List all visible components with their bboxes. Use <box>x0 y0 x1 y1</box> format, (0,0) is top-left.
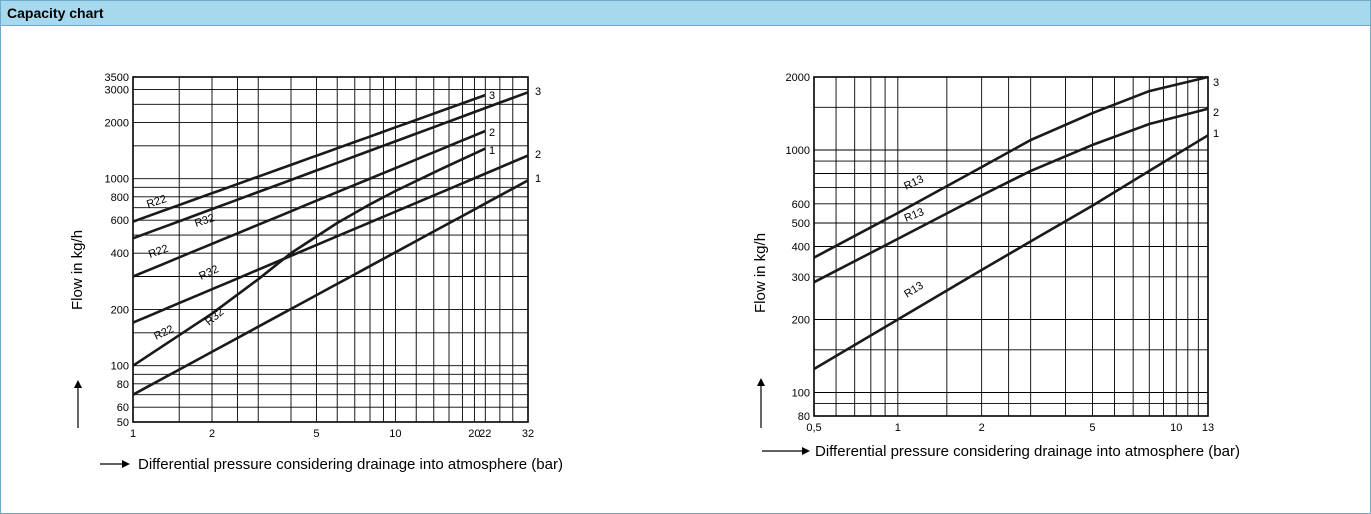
y-axis-arrowhead <box>74 380 82 388</box>
y-tick-label: 1000 <box>105 174 129 186</box>
panel-title: Capacity chart <box>7 5 104 21</box>
x-tick-label: 10 <box>389 428 401 440</box>
y-tick-label: 3500 <box>105 72 129 84</box>
x-tick-label: 2 <box>209 428 215 440</box>
curve-label: R32 <box>197 263 220 282</box>
series-line-2 <box>132 91 529 240</box>
y-tick-label: 200 <box>111 304 129 316</box>
y-tick-label: 80 <box>798 411 810 423</box>
x-axis-arrowhead <box>122 460 130 468</box>
y-tick-label: 3000 <box>105 85 129 97</box>
y-axis-label: Flow in kg/h <box>752 233 769 313</box>
curve-label: R22 <box>147 243 170 261</box>
x-tick-label: 13 <box>1202 422 1214 434</box>
y-tick-label: 400 <box>111 248 129 260</box>
x-axis-arrowhead <box>802 447 810 455</box>
y-tick-label: 80 <box>117 379 129 391</box>
x-tick-label: 1 <box>895 422 901 434</box>
series-end-label: 2 <box>535 149 541 161</box>
series-end-label: 3 <box>489 90 495 102</box>
y-tick-label: 60 <box>117 402 129 414</box>
plot-frame <box>132 76 529 423</box>
y-tick-label: 600 <box>111 215 129 227</box>
series-end-label: 2 <box>1213 107 1219 119</box>
x-axis-label: Differential pressure considering draina… <box>138 456 563 473</box>
series-end-label: 1 <box>1213 128 1219 140</box>
curve-label: R13 <box>902 173 925 192</box>
x-tick-label: 22 <box>479 428 491 440</box>
panel-header: Capacity chart <box>1 1 1370 26</box>
series-end-label: 3 <box>535 86 541 98</box>
y-tick-label: 400 <box>792 242 810 254</box>
curve-label: R32 <box>193 212 216 230</box>
y-tick-label: 300 <box>792 272 810 284</box>
x-tick-label: 5 <box>1089 422 1095 434</box>
y-tick-label: 600 <box>792 199 810 211</box>
x-axis-label: Differential pressure considering draina… <box>815 443 1240 460</box>
series-end-label: 3 <box>1213 77 1219 89</box>
y-tick-label: 500 <box>792 218 810 230</box>
y-tick-label: 800 <box>111 192 129 204</box>
series-line-6 <box>132 179 529 396</box>
series-line-4 <box>132 154 529 324</box>
y-tick-label: 100 <box>111 361 129 373</box>
y-tick-label: 100 <box>792 387 810 399</box>
series-end-label: 1 <box>489 145 495 157</box>
series-line-1 <box>132 93 486 223</box>
x-tick-label: 10 <box>1170 422 1182 434</box>
x-tick-label: 0,5 <box>806 422 821 434</box>
y-axis-label: Flow in kg/h <box>69 230 86 310</box>
series-line-3 <box>813 134 1209 371</box>
x-tick-label: 1 <box>130 428 136 440</box>
y-tick-label: 200 <box>792 314 810 326</box>
y-tick-label: 1000 <box>786 145 810 157</box>
y-axis-arrowhead <box>757 378 765 386</box>
y-tick-label: 50 <box>117 417 129 429</box>
series-line-3 <box>132 129 486 278</box>
y-tick-label: 2000 <box>786 72 810 84</box>
series-line-1 <box>813 75 1209 259</box>
x-tick-label: 5 <box>313 428 319 440</box>
series-end-label: 1 <box>535 173 541 185</box>
series-line-2 <box>813 107 1209 284</box>
curve-label: R22 <box>145 193 168 211</box>
plot-frame <box>813 76 1209 417</box>
series-end-label: 2 <box>489 127 495 139</box>
x-tick-label: 32 <box>522 428 534 440</box>
y-tick-label: 2000 <box>105 117 129 129</box>
series-line-5 <box>132 147 486 367</box>
x-tick-label: 2 <box>979 422 985 434</box>
curve-label: R13 <box>902 280 925 301</box>
x-tick-label: 20 <box>468 428 480 440</box>
